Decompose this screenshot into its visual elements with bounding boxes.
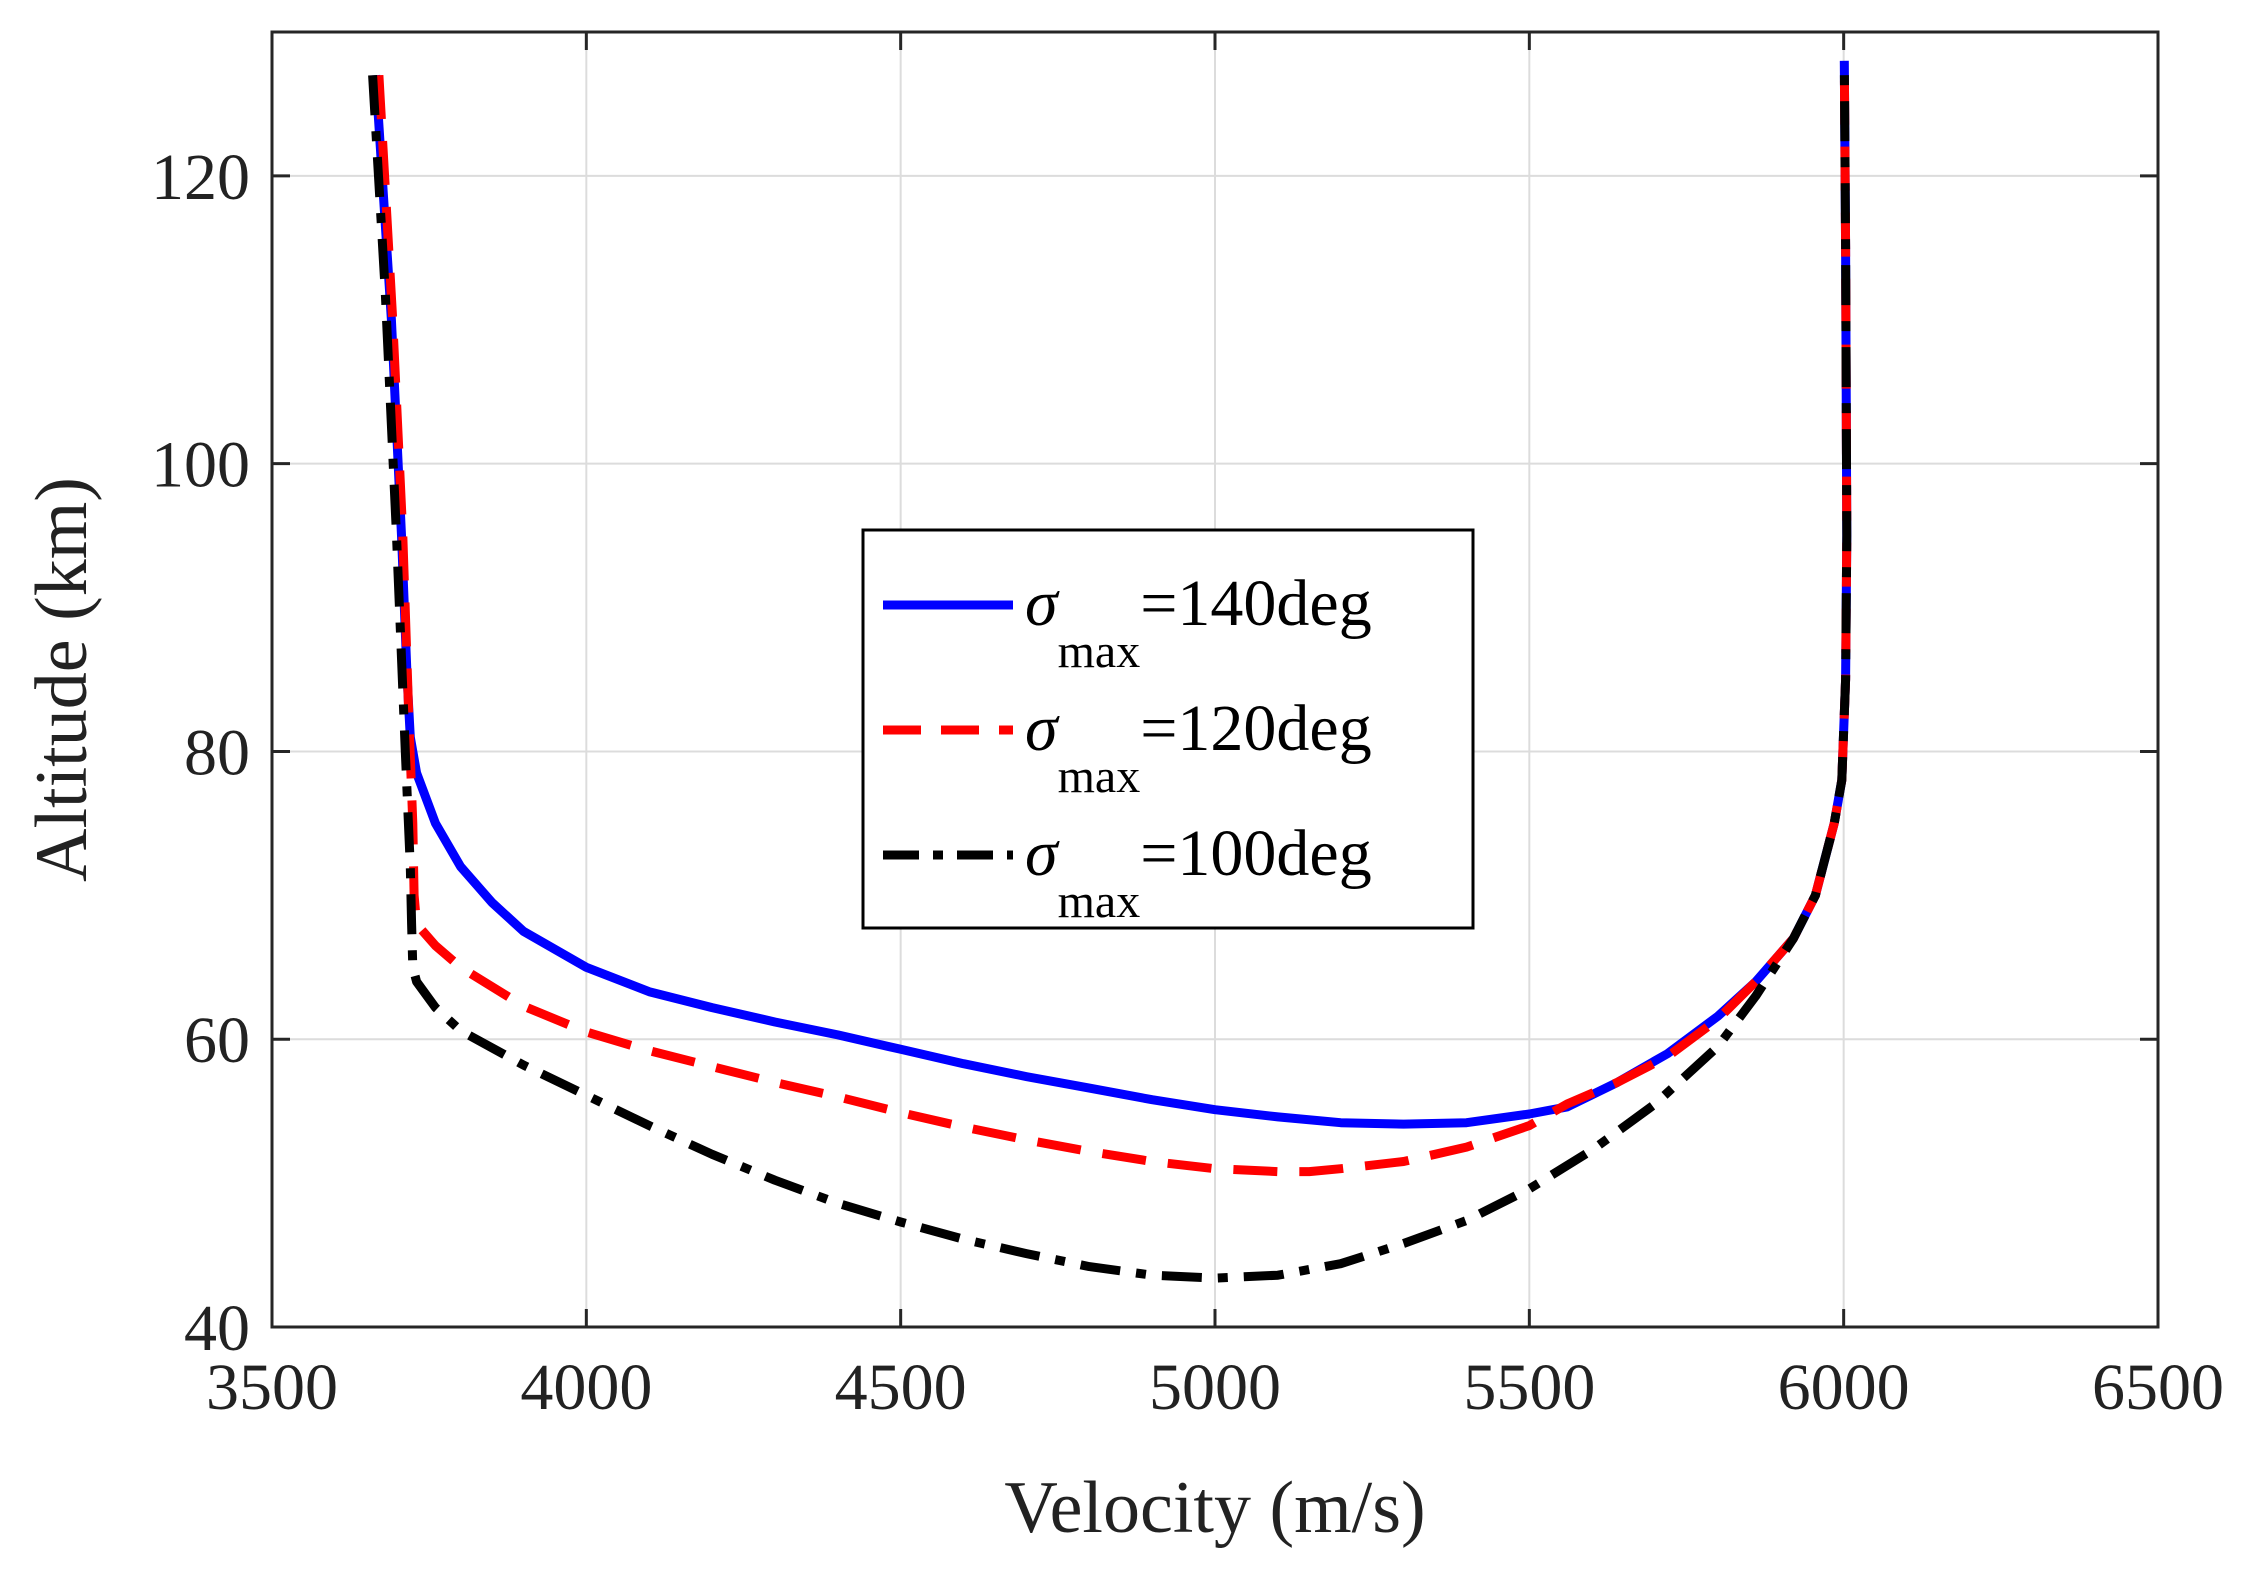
y-tick-label: 120: [151, 141, 250, 214]
y-axis-title: Altitude (km): [21, 477, 103, 882]
y-tick-label: 80: [184, 716, 250, 789]
y-tick-label: 40: [184, 1292, 250, 1365]
y-axis-tick-labels: 40 60 80 100 120: [151, 141, 250, 1365]
x-axis-title: Velocity (m/s): [1004, 1467, 1425, 1549]
y-tick-label: 100: [151, 429, 250, 502]
series-line-3: [368, 60, 1852, 1283]
x-tick-label: 3500: [206, 1351, 338, 1424]
x-tick-label: 5500: [1463, 1351, 1595, 1424]
x-axis-tick-labels: 3500 4000 4500 5000 5500 6000 6500: [206, 1351, 2224, 1424]
x-tick-label: 4000: [520, 1351, 652, 1424]
y-tick-label: 60: [184, 1004, 250, 1077]
legend-label-1: σmax=140deg: [1025, 567, 1372, 678]
axis-ticks: [270, 32, 2160, 1329]
legend-label-3: σmax=100deg: [1025, 817, 1372, 928]
legend: σmax=140deg σmax=120deg σmax=100deg: [861, 528, 1475, 930]
x-tick-label: 4500: [835, 1351, 967, 1424]
series-lines: [368, 60, 1852, 1283]
x-tick-label: 5000: [1149, 1351, 1281, 1424]
legend-label-2: σmax=120deg: [1025, 692, 1372, 803]
x-tick-label: 6000: [1778, 1351, 1910, 1424]
x-tick-label: 6500: [2092, 1351, 2224, 1424]
